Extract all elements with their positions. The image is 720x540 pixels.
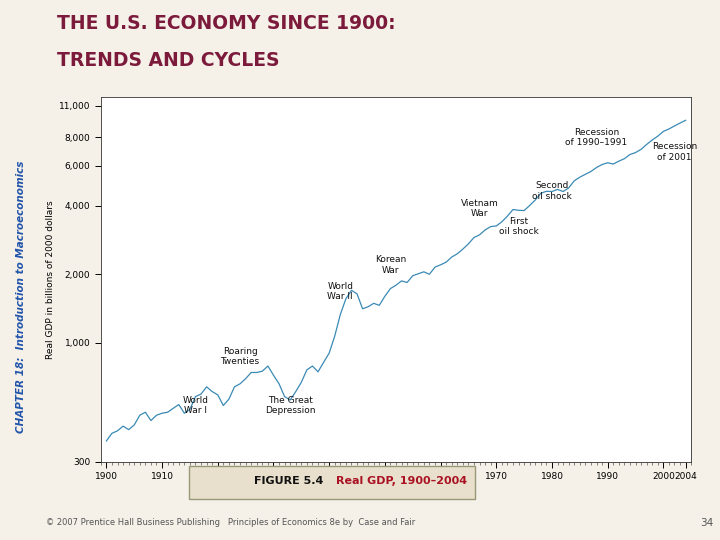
Text: First
oil shock: First oil shock xyxy=(499,217,539,236)
Text: 34: 34 xyxy=(700,517,714,528)
Text: Second
oil shock: Second oil shock xyxy=(532,181,572,200)
Text: FIGURE 5.4: FIGURE 5.4 xyxy=(254,476,323,487)
Text: The Great
Depression: The Great Depression xyxy=(265,396,315,415)
Text: World
War II: World War II xyxy=(328,282,354,301)
Text: Vietnam
War: Vietnam War xyxy=(461,199,498,218)
Text: TRENDS AND CYCLES: TRENDS AND CYCLES xyxy=(57,51,279,70)
X-axis label: Years: Years xyxy=(382,487,410,497)
Text: © 2007 Prentice Hall Business Publishing   Principles of Economics 8e by  Case a: © 2007 Prentice Hall Business Publishing… xyxy=(46,518,415,527)
Y-axis label: Real GDP in billions of 2000 dollars: Real GDP in billions of 2000 dollars xyxy=(45,200,55,359)
Text: Roaring
Twenties: Roaring Twenties xyxy=(220,347,260,366)
Text: CHAPTER 18:  Introduction to Macroeconomics: CHAPTER 18: Introduction to Macroeconomi… xyxy=(16,161,26,433)
Text: Real GDP, 1900–2004: Real GDP, 1900–2004 xyxy=(336,476,467,487)
Text: Recession
of 2001: Recession of 2001 xyxy=(652,142,697,161)
FancyBboxPatch shape xyxy=(189,466,475,499)
Text: World
War I: World War I xyxy=(182,396,209,415)
Text: Korean
War: Korean War xyxy=(375,255,406,274)
Text: THE U.S. ECONOMY SINCE 1900:: THE U.S. ECONOMY SINCE 1900: xyxy=(57,14,395,33)
Text: Recession
of 1990–1991: Recession of 1990–1991 xyxy=(565,127,628,147)
